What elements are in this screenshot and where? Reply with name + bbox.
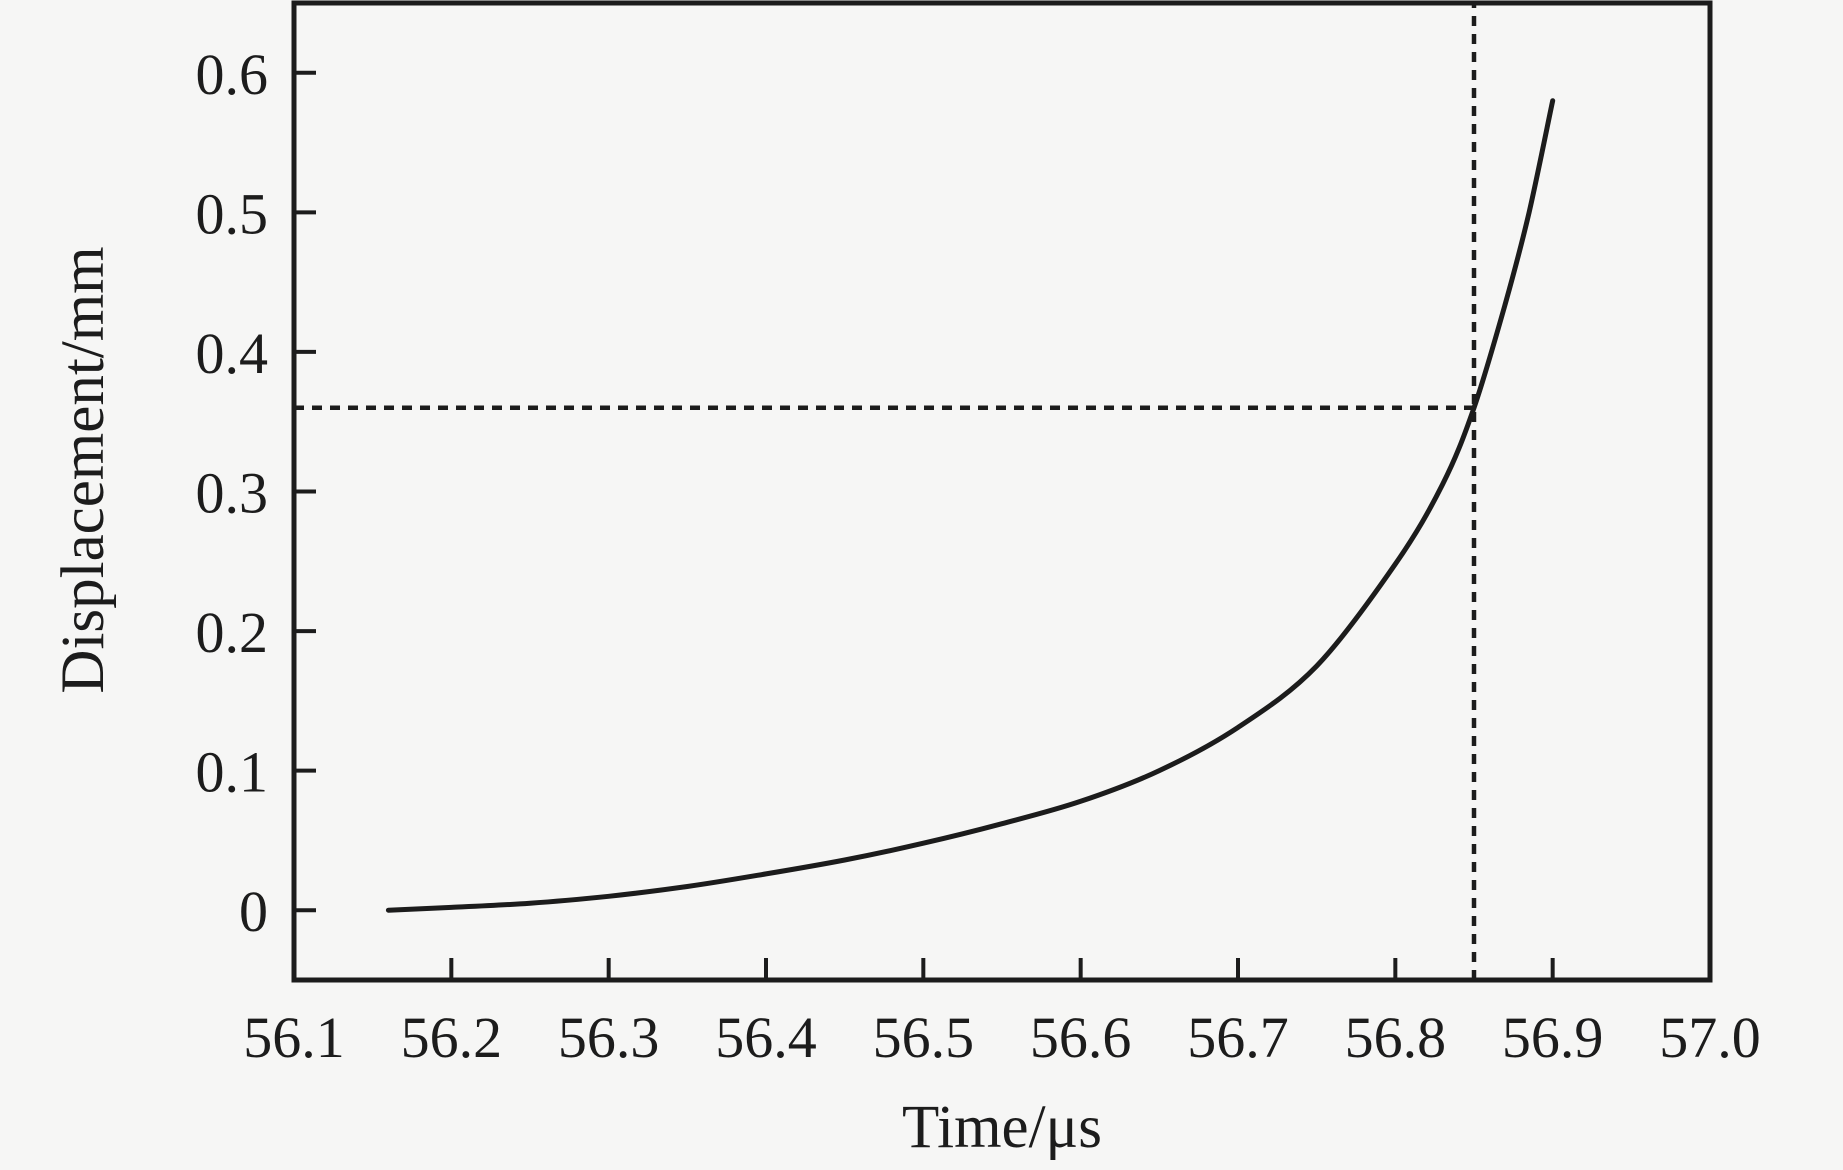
x-tick-label: 56.8 xyxy=(1345,1005,1447,1070)
x-tick-label: 56.7 xyxy=(1187,1005,1289,1070)
x-tick-label: 56.4 xyxy=(715,1005,817,1070)
x-tick-label: 56.6 xyxy=(1030,1005,1132,1070)
x-tick-label: 56.1 xyxy=(243,1005,345,1070)
x-tick-label: 56.2 xyxy=(401,1005,503,1070)
y-tick-label: 0.6 xyxy=(196,42,269,107)
x-tick-label: 57.0 xyxy=(1659,1005,1761,1070)
axis-tick-labels: 56.1 56.2 56.3 56.4 56.5 56.6 56.7 56.8 56.9 57.0… xyxy=(196,42,1761,1070)
y-tick-label: 0 xyxy=(239,879,268,944)
y-tick-label: 0.4 xyxy=(196,321,269,386)
y-axis-title: Displacement/mm xyxy=(50,246,117,693)
y-tick-label: 0.3 xyxy=(196,461,269,526)
x-tick-label: 56.5 xyxy=(873,1005,975,1070)
x-tick-label: 56.3 xyxy=(558,1005,660,1070)
displacement-curve xyxy=(385,98,1556,913)
axis-ticks xyxy=(294,70,1555,980)
y-tick-label: 0.2 xyxy=(196,600,269,665)
x-tick-label: 56.9 xyxy=(1502,1005,1604,1070)
y-tick-label: 0.1 xyxy=(196,740,269,805)
plot-border xyxy=(291,0,1713,983)
x-axis-title: Time/μs xyxy=(902,1094,1102,1161)
y-tick-label: 0.5 xyxy=(196,181,269,246)
